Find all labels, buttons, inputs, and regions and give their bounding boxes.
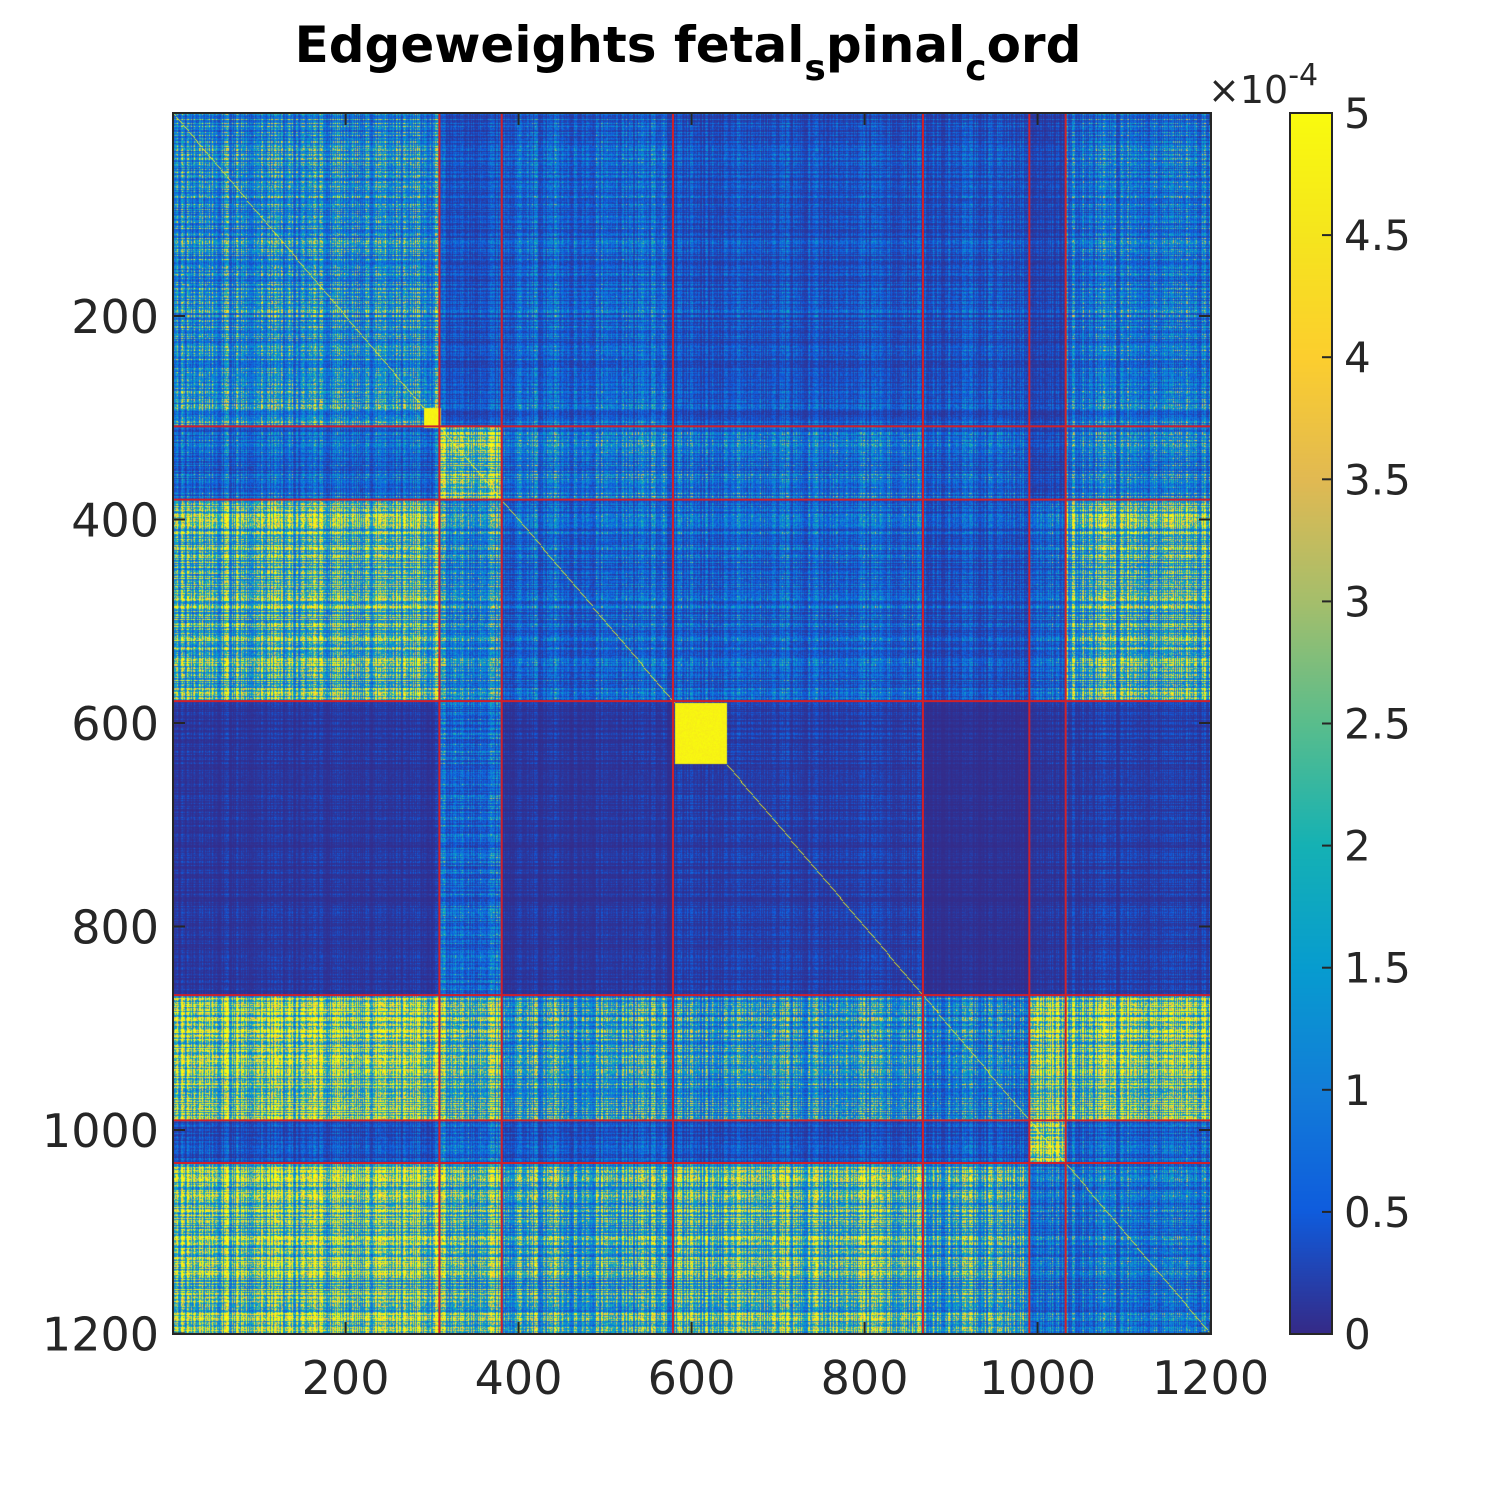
colorbar-tick-label-3: 1.5 <box>1344 944 1411 993</box>
x-tick-label-200: 200 <box>302 1351 390 1405</box>
colorbar-tick-label-8: 4 <box>1344 333 1371 382</box>
y-tick-label-1000: 1000 <box>42 1104 159 1158</box>
chart-title-part-3: ord <box>987 16 1082 74</box>
colorbar-ticks: 0 0.5 1 1.5 2 2.5 3 3.5 4 4.5 5 <box>1322 89 1411 1359</box>
colorbar-tick-label-6: 3 <box>1344 577 1371 626</box>
colorbar-exponent: ×10-4 <box>1208 58 1318 112</box>
colorbar-tick-label-2: 1 <box>1344 1066 1371 1115</box>
colorbar-tick-label-4: 2 <box>1344 822 1371 871</box>
heatmap-image-container <box>173 113 1211 1334</box>
colorbar-tick-label-10: 5 <box>1344 89 1371 138</box>
colorbar-exponent-times: × <box>1208 68 1240 112</box>
y-tick-label-600: 600 <box>71 697 159 751</box>
chart-title-part-1: Edgeweights fetal <box>295 16 805 74</box>
y-tick-label-1200: 1200 <box>42 1307 159 1361</box>
colorbar-tick-label-0: 0 <box>1344 1310 1371 1359</box>
x-tick-label-1200: 1200 <box>1152 1351 1269 1405</box>
colorbar-tick-label-7: 3.5 <box>1344 455 1411 504</box>
cluster-boundary-lines <box>173 113 1211 1334</box>
colorbar-tick-label-9: 4.5 <box>1344 211 1411 260</box>
colorbar-exponent-base: 10 <box>1240 68 1288 112</box>
y-tick-label-200: 200 <box>71 290 159 344</box>
heatmap-matrix <box>173 113 1211 1334</box>
colorbar-exponent-power: -4 <box>1288 58 1318 93</box>
x-tick-label-600: 600 <box>648 1351 736 1405</box>
chart-title-subscript-1: s <box>804 48 825 89</box>
chart-title-subscript-2: c <box>965 48 986 89</box>
x-tick-label-400: 400 <box>475 1351 563 1405</box>
y-tick-label-800: 800 <box>71 900 159 954</box>
x-axis: 200 400 600 800 1000 1200 <box>302 113 1269 1405</box>
y-tick-label-400: 400 <box>71 493 159 547</box>
x-tick-label-1000: 1000 <box>979 1351 1096 1405</box>
y-axis: 200 400 600 800 1000 1200 <box>42 290 1211 1361</box>
colorbar-tick-label-1: 0.5 <box>1344 1188 1411 1237</box>
colorbar-tick-label-5: 2.5 <box>1344 700 1411 749</box>
chart-title-part-2: pinal <box>826 16 965 74</box>
chart-title: Edgeweights fetalspinalcord <box>295 16 1082 89</box>
x-tick-label-800: 800 <box>821 1351 909 1405</box>
